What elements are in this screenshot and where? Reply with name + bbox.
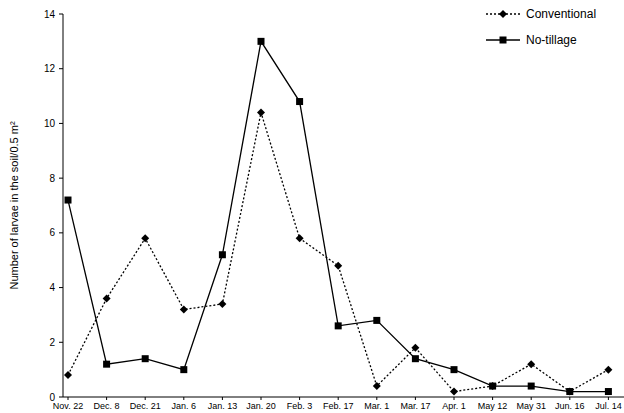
x-tick bbox=[68, 397, 69, 400]
data-point bbox=[335, 322, 342, 329]
x-tick-label: Jun. 16 bbox=[555, 401, 585, 411]
x-tick bbox=[183, 397, 184, 400]
x-tick-label: May 12 bbox=[478, 401, 508, 411]
data-point bbox=[334, 262, 342, 270]
y-tick bbox=[59, 287, 63, 288]
y-tick-label: 14 bbox=[44, 9, 56, 20]
x-tick bbox=[222, 397, 223, 400]
data-point bbox=[219, 251, 226, 258]
data-point bbox=[257, 108, 265, 116]
y-tick bbox=[59, 178, 63, 179]
y-tick-label: 8 bbox=[49, 173, 55, 184]
y-tick-label: 10 bbox=[44, 118, 56, 129]
x-tick-label: Jul. 14 bbox=[595, 401, 622, 411]
x-tick bbox=[145, 397, 146, 400]
data-point bbox=[103, 295, 111, 303]
data-point bbox=[180, 366, 187, 373]
data-point bbox=[258, 38, 265, 45]
data-point bbox=[411, 344, 419, 352]
x-tick-label: Jan. 20 bbox=[246, 401, 276, 411]
y-axis bbox=[63, 14, 64, 397]
chart: 02468101214Nov. 22Dec. 8Dec. 21Jan. 6Jan… bbox=[0, 0, 624, 413]
y-tick-label: 6 bbox=[49, 227, 55, 238]
x-tick-label: Apr. 1 bbox=[442, 401, 466, 411]
data-point bbox=[373, 382, 381, 390]
x-tick-label: Mar. 17 bbox=[400, 401, 430, 411]
y-tick bbox=[59, 397, 63, 398]
x-tick-label: May 31 bbox=[516, 401, 546, 411]
x-tick-label: Mar. 1 bbox=[364, 401, 389, 411]
data-point bbox=[373, 317, 380, 324]
x-tick bbox=[492, 397, 493, 400]
y-tick-label: 2 bbox=[49, 337, 55, 348]
legend-label: No-tillage bbox=[526, 33, 577, 47]
y-tick bbox=[59, 68, 63, 69]
y-tick-label: 4 bbox=[49, 282, 55, 293]
x-tick-label: Feb. 3 bbox=[287, 401, 313, 411]
y-tick bbox=[59, 232, 63, 233]
data-point bbox=[65, 197, 72, 204]
y-tick bbox=[59, 123, 63, 124]
data-point bbox=[103, 361, 110, 368]
x-tick bbox=[608, 397, 609, 400]
y-axis-label: Number of larvae in the soil/0.5 m² bbox=[8, 121, 20, 289]
data-point bbox=[296, 98, 303, 105]
y-tick bbox=[59, 342, 63, 343]
data-point bbox=[527, 360, 535, 368]
data-point bbox=[180, 305, 188, 313]
series-line bbox=[68, 41, 608, 391]
x-tick bbox=[454, 397, 455, 400]
x-tick bbox=[261, 397, 262, 400]
x-tick-label: Dec. 21 bbox=[130, 401, 161, 411]
data-point bbox=[450, 388, 458, 396]
legend-marker bbox=[499, 10, 507, 18]
data-point bbox=[489, 382, 497, 390]
data-point bbox=[566, 388, 574, 396]
data-point bbox=[451, 366, 458, 373]
x-tick bbox=[376, 397, 377, 400]
y-tick bbox=[59, 14, 63, 15]
x-tick-label: Jan. 13 bbox=[208, 401, 238, 411]
data-point bbox=[605, 388, 612, 395]
data-point bbox=[412, 355, 419, 362]
series-line bbox=[68, 112, 608, 391]
legend-marker bbox=[500, 37, 507, 44]
data-point bbox=[604, 366, 612, 374]
data-point bbox=[296, 234, 304, 242]
legend-label: Conventional bbox=[526, 7, 596, 21]
x-tick-label: Jan. 6 bbox=[172, 401, 197, 411]
plot-area bbox=[64, 38, 612, 396]
x-tick bbox=[338, 397, 339, 400]
data-point bbox=[141, 234, 149, 242]
x-tick bbox=[569, 397, 570, 400]
y-tick-label: 12 bbox=[44, 63, 56, 74]
data-point bbox=[64, 371, 72, 379]
data-point bbox=[489, 383, 496, 390]
x-axis bbox=[63, 397, 624, 398]
data-point bbox=[566, 388, 573, 395]
x-tick-label: Dec. 8 bbox=[94, 401, 120, 411]
x-tick bbox=[299, 397, 300, 400]
data-point bbox=[218, 300, 226, 308]
x-tick-label: Feb. 17 bbox=[323, 401, 354, 411]
x-tick bbox=[415, 397, 416, 400]
x-tick-label: Nov. 22 bbox=[53, 401, 83, 411]
x-tick bbox=[106, 397, 107, 400]
data-point bbox=[142, 355, 149, 362]
data-point bbox=[528, 383, 535, 390]
x-tick bbox=[531, 397, 532, 400]
